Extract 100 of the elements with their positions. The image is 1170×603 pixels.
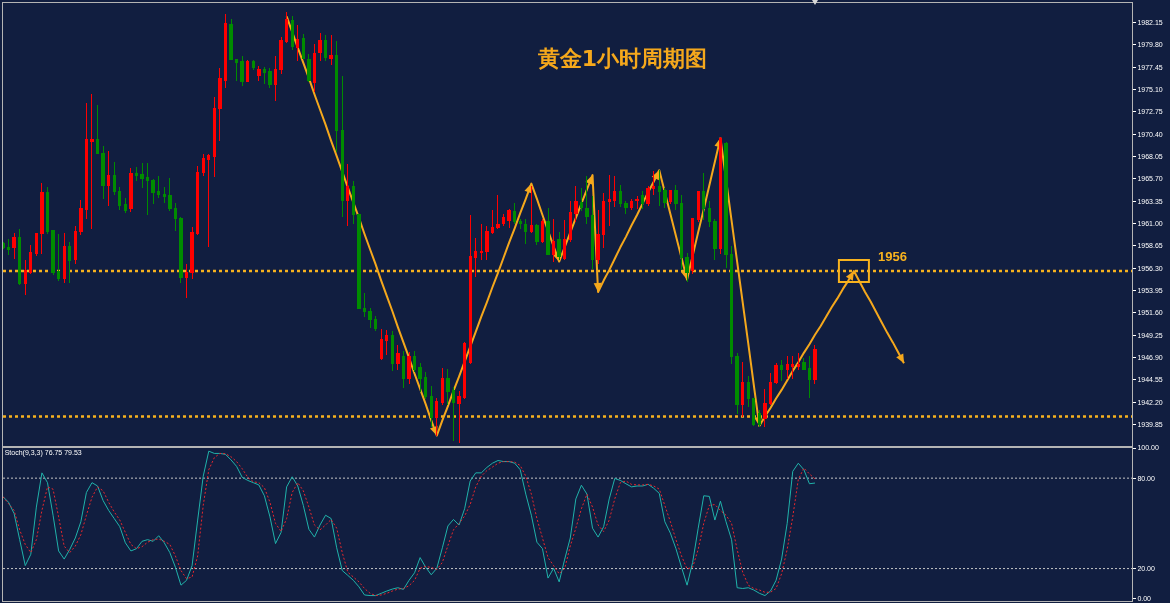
candlestick [190, 226, 194, 280]
candlestick [635, 196, 639, 209]
candlestick [774, 362, 778, 384]
candlestick [385, 329, 389, 356]
candlestick [707, 201, 711, 227]
candlestick [490, 209, 495, 234]
candlestick [418, 362, 422, 393]
candlestick [579, 187, 584, 211]
candlestick [390, 331, 394, 372]
candlestick [435, 397, 439, 437]
candlestick [574, 185, 578, 223]
candlestick [29, 244, 33, 275]
candlestick [735, 353, 739, 415]
candlestick [201, 153, 205, 176]
candlestick [590, 196, 595, 269]
candlestick [179, 217, 183, 283]
candlestick [123, 198, 128, 213]
candlestick [290, 15, 294, 51]
candlestick [212, 96, 217, 178]
candlestick [768, 373, 773, 405]
candlestick [596, 209, 600, 264]
candlestick [741, 361, 745, 418]
candlestick [807, 356, 812, 399]
candlestick [724, 142, 728, 268]
candlestick [396, 344, 400, 371]
candlestick [95, 105, 100, 154]
candlestick [145, 163, 150, 216]
candlestick [551, 219, 556, 263]
candlestick [663, 187, 667, 208]
candlestick [184, 263, 189, 299]
candlestick [84, 103, 89, 220]
candlestick [134, 166, 139, 182]
candlestick [195, 166, 200, 236]
candlestick [657, 169, 661, 206]
candlestick [690, 218, 695, 275]
candlestick [685, 253, 689, 283]
candlestick [62, 232, 66, 283]
candlestick [73, 225, 77, 264]
candlestick [251, 59, 255, 71]
candlestick [779, 359, 784, 381]
candlestick [446, 368, 450, 405]
candlestick [56, 234, 61, 282]
candlestick [813, 344, 817, 384]
candlestick [318, 32, 322, 62]
candlestick [118, 186, 122, 210]
candlestick [540, 219, 545, 244]
candlestick [229, 18, 233, 60]
candlestick [284, 12, 289, 44]
candlestick [329, 34, 333, 66]
candlestick [524, 219, 528, 245]
candlestick [129, 167, 133, 212]
candlestick [507, 208, 511, 228]
ref-line-label: 1956 [878, 249, 907, 264]
candlestick [207, 153, 211, 247]
candlestick [674, 185, 678, 210]
candlestick [451, 386, 456, 441]
candlestick [729, 245, 734, 364]
candlestick [362, 293, 367, 318]
candlestick [312, 44, 317, 92]
candlestick [357, 213, 361, 309]
candlestick [646, 185, 650, 206]
candlestick [18, 228, 22, 285]
candlestick [607, 174, 611, 226]
candlestick [373, 316, 378, 331]
candlestick [468, 215, 472, 364]
candlestick [90, 93, 94, 229]
candlestick [6, 239, 11, 256]
candlestick [218, 68, 222, 142]
candlestick [546, 207, 550, 256]
candlestick [45, 186, 50, 234]
candlestick [34, 232, 39, 257]
candlestick [696, 190, 700, 223]
candlestick [440, 367, 445, 405]
candlestick [307, 53, 311, 83]
candlestick [296, 25, 300, 61]
candlestick [368, 307, 372, 328]
candlestick [101, 146, 105, 200]
candlestick [168, 178, 172, 211]
candlestick [12, 232, 16, 260]
candlestick [234, 58, 239, 82]
candlestick [151, 179, 155, 205]
candlestick [763, 389, 767, 427]
candlestick [240, 55, 244, 87]
candlestick [501, 214, 506, 226]
candlestick [557, 231, 561, 261]
candlestick [485, 225, 489, 261]
candlestick [618, 185, 622, 207]
candlestick [785, 356, 789, 379]
candlestick [351, 181, 356, 225]
candlestick [752, 397, 756, 426]
candlestick [401, 351, 406, 388]
candlestick [257, 66, 261, 81]
candlestick [407, 352, 411, 384]
candlestick [462, 341, 467, 399]
candlestick [51, 229, 55, 276]
candlestick [457, 391, 461, 443]
text: 黄金1小时周期图 [536, 45, 708, 71]
candlestick [640, 190, 645, 209]
candlestick [173, 203, 178, 231]
candlestick [613, 176, 617, 207]
